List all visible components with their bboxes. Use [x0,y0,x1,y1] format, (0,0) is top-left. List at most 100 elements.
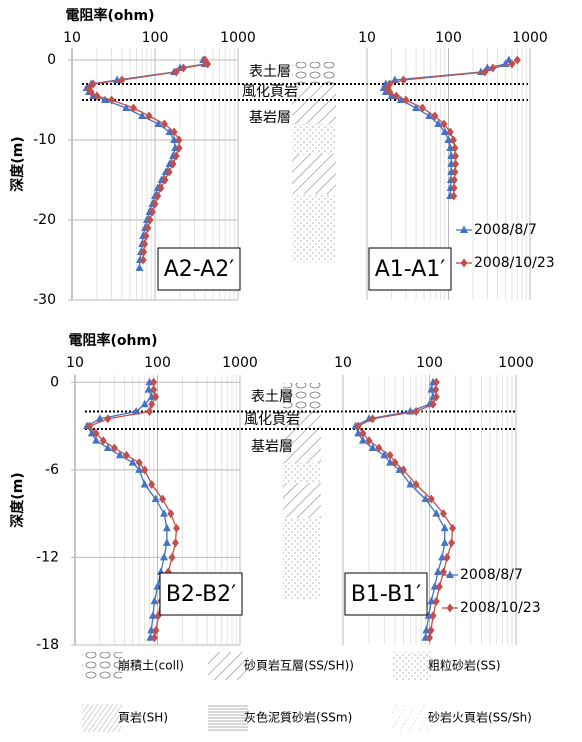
data-point [513,55,521,65]
data-point [145,111,153,121]
data-point [387,91,396,99]
data-point [446,127,454,137]
data-point [146,215,154,225]
data-point [103,443,112,451]
panel-label: A1-A1′ [375,257,446,282]
data-point [386,450,394,460]
data-point [139,255,147,265]
lithology-swatch [82,652,122,680]
data-point [489,63,497,73]
data-point [172,67,180,77]
data-point [141,465,149,475]
data-point [104,414,112,424]
data-point [92,428,100,438]
data-point [359,428,367,438]
data-point [399,465,407,475]
data-point [450,175,458,185]
data-point [358,436,367,444]
data-point [481,67,489,77]
panel-label-box [157,247,241,291]
data-point [204,59,212,69]
data-point [427,596,436,605]
y-tick-label: 0 [47,52,56,68]
y-axis-label: 深度(m) [9,472,26,527]
data-point [154,119,163,127]
panel-label: A2-A2′ [164,257,235,282]
data-point [438,552,447,561]
legend-label: 2008/10/23 [474,255,555,271]
data-point [171,538,179,548]
data-point [161,175,169,185]
data-point [427,625,435,635]
data-point [129,103,137,113]
data-point [440,127,449,135]
lithology-label: 崩積土(coll) [118,658,184,673]
data-point [110,443,118,453]
data-point [152,392,160,402]
data-point [87,87,95,97]
x-axis-label: 電阻率(ohm) [66,7,155,24]
data-point [151,199,159,209]
x-axis-label: 電阻率(ohm) [69,332,158,349]
x-tick-label: 100 [435,30,462,46]
lithology-swatch [208,704,248,732]
data-point [115,450,124,459]
data-point [132,406,141,415]
data-point [396,95,405,103]
data-point [431,111,439,121]
legend-marker [460,258,468,268]
lithology-label: 砂岩火頁岩(SS/Sh) [428,710,532,725]
legend-label: 2008/10/23 [460,600,541,616]
data-point [452,159,460,169]
data-point [92,436,101,444]
data-point [86,421,94,431]
lithology-swatch [392,704,432,732]
data-point [150,596,159,605]
data-point [179,63,187,73]
x-tick-label: 1000 [222,355,258,371]
data-point [142,231,150,241]
data-point [150,385,158,395]
data-point [434,119,443,127]
y-tick-label: -20 [33,212,56,228]
y-tick-label: -6 [45,462,59,478]
data-point [391,458,399,468]
layer-label: 風化頁岩 [242,84,298,100]
data-point [170,127,178,137]
data-point [99,436,107,446]
data-point [168,552,176,562]
x-tick-label: 10 [334,355,352,371]
data-point [148,399,156,409]
data-point [140,399,149,408]
data-point [419,103,427,113]
data-point [443,552,451,562]
data-point [390,75,399,83]
data-point [449,135,457,145]
data-point [172,151,180,161]
data-point [432,377,440,387]
data-point [169,159,177,169]
x-tick-label: 100 [142,30,169,46]
data-point [440,538,449,546]
data-point [365,436,373,446]
y-tick-label: -12 [36,549,59,565]
data-point [412,406,420,416]
legend-marker [446,603,454,613]
data-point [175,143,183,153]
data-point [170,135,179,143]
data-point [167,509,175,519]
data-point [440,119,448,129]
data-point [118,75,126,85]
y-tick-label: -18 [36,637,59,653]
x-tick-label: 1000 [220,30,256,46]
data-point [406,479,415,488]
data-point [157,183,165,193]
data-point [154,191,162,201]
data-point [122,103,131,111]
data-point [140,479,149,488]
data-point [162,523,171,532]
data-point [147,625,156,634]
data-point [439,567,447,577]
data-point [508,59,516,69]
data-point [448,538,456,548]
